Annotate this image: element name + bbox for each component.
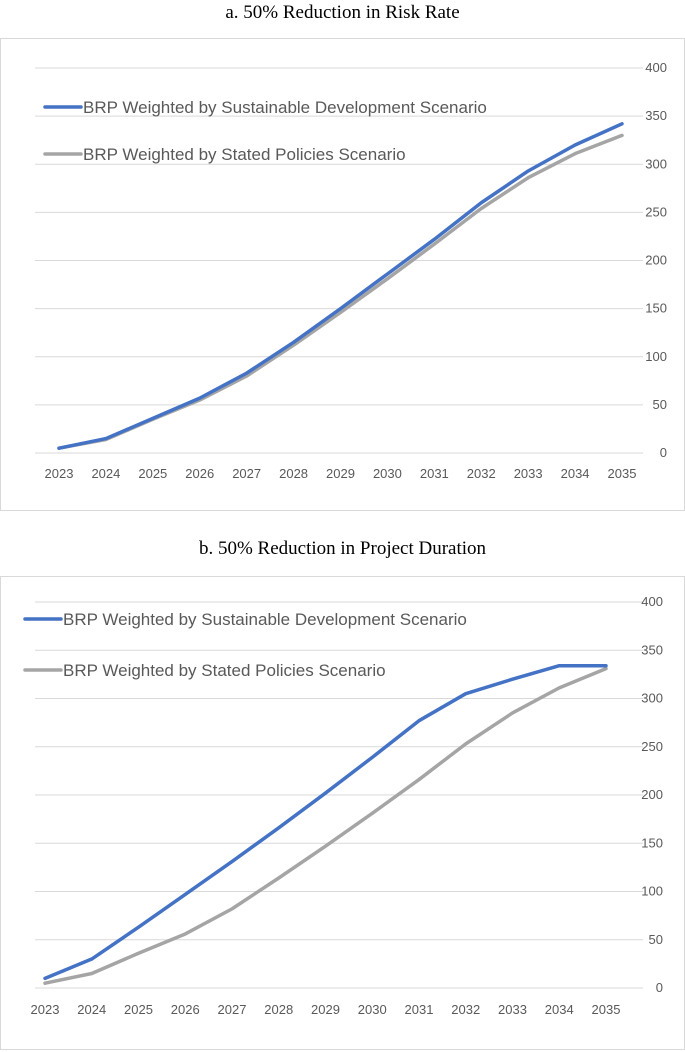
chart-b-x-tick-label: 2035 [592,1002,621,1017]
chart-a-legend-label: BRP Weighted by Sustainable Development … [83,98,487,117]
chart-a-x-tick-label: 2029 [326,466,355,481]
chart-b-y-tick-label: 350 [641,642,663,657]
chart-a-panel: 0 50 100 150 200 250 300 350 400 2023 2024 2025 2026… [0,38,685,511]
chart-b-legend-label: BRP Weighted by Sustainable Development … [63,610,467,629]
chart-a-legend-label: BRP Weighted by Stated Policies Scenario [83,145,406,164]
chart-b-y-tick-label: 250 [641,739,663,754]
chart-b-x-tick-label: 2026 [171,1002,200,1017]
chart-a-x-tick-label: 2025 [138,466,167,481]
chart-a-x-tick-label: 2033 [514,466,543,481]
chart-b-legend-label: BRP Weighted by Stated Policies Scenario [63,661,386,680]
chart-b-series-line-sustainable-development [43,663,608,981]
chart-a-x-tick-label: 2028 [279,466,308,481]
chart-a-y-tick-label: 400 [645,60,667,75]
chart-b-x-tick-label: 2024 [77,1002,106,1017]
chart-a-y-tick-label: 350 [645,108,667,123]
chart-b-panel: 0 50 100 150 200 250 300 350 400 2023 2024 2025 2026… [0,576,685,1050]
chart-a-y-tick-label: 300 [645,156,667,171]
chart-a-x-tick-label: 2023 [45,466,74,481]
chart-b-y-tick-label: 100 [641,884,663,899]
chart-b-x-tick-label: 2029 [311,1002,340,1017]
chart-a-x-tick-label: 2035 [608,466,637,481]
chart-a-x-tick-label: 2034 [561,466,590,481]
chart-a-x-tick-label: 2027 [232,466,261,481]
chart-a-series-line-sustainable-development [57,122,624,450]
chart-b-x-tick-label: 2032 [451,1002,480,1017]
chart-b-series-line-stated-policies [43,666,608,985]
chart-a-title: a. 50% Reduction in Risk Rate [225,2,460,23]
chart-b-x-tick-label: 2027 [218,1002,247,1017]
chart-b-title: b. 50% Reduction in Project Duration [198,538,487,559]
chart-b-x-tick-label: 2030 [358,1002,387,1017]
chart-a-y-tick-label: 150 [645,301,667,316]
chart-a-x-tick-label: 2026 [185,466,214,481]
chart-a-x-tick-label: 2024 [91,466,120,481]
chart-a-y-tick-label: 100 [645,349,667,364]
chart-b-plot: 0 50 100 150 200 250 300 350 400 2023 2024 2025 2026… [23,594,663,1017]
chart-a-x-tick-label: 2032 [467,466,496,481]
chart-a-series-line-stated-policies [57,133,624,450]
chart-b-x-tick-label: 2025 [124,1002,153,1017]
chart-b-y-tick-label: 50 [649,932,663,947]
chart-a-y-tick-label: 250 [645,204,667,219]
chart-a-x-tick-label: 2031 [420,466,449,481]
chart-b-x-tick-label: 2034 [545,1002,574,1017]
chart-b-y-tick-label: 0 [656,980,663,995]
chart-a-x-tick-label: 2030 [373,466,402,481]
chart-b-y-tick-label: 300 [641,691,663,706]
chart-a-y-tick-label: 200 [645,253,667,268]
chart-b-x-tick-label: 2028 [264,1002,293,1017]
chart-b-x-tick-label: 2031 [405,1002,434,1017]
chart-b-y-tick-label: 150 [641,835,663,850]
chart-b-y-tick-label: 400 [641,594,663,609]
chart-a-y-tick-label: 0 [660,445,667,460]
chart-b-x-tick-label: 2023 [31,1002,60,1017]
chart-a-plot: 0 50 100 150 200 250 300 350 400 2023 2024 2025 2026… [35,60,667,481]
chart-b-y-tick-label: 200 [641,787,663,802]
chart-a-y-tick-label: 50 [653,397,667,412]
chart-b-x-tick-label: 2033 [498,1002,527,1017]
